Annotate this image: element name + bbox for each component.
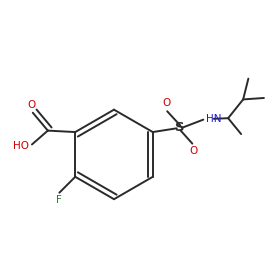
Text: O: O [189,146,198,156]
Text: HO: HO [13,141,29,151]
Text: S: S [175,121,185,134]
Text: F: F [55,195,61,205]
Text: HN: HN [206,114,222,124]
Text: O: O [27,100,36,110]
Text: O: O [162,99,170,108]
